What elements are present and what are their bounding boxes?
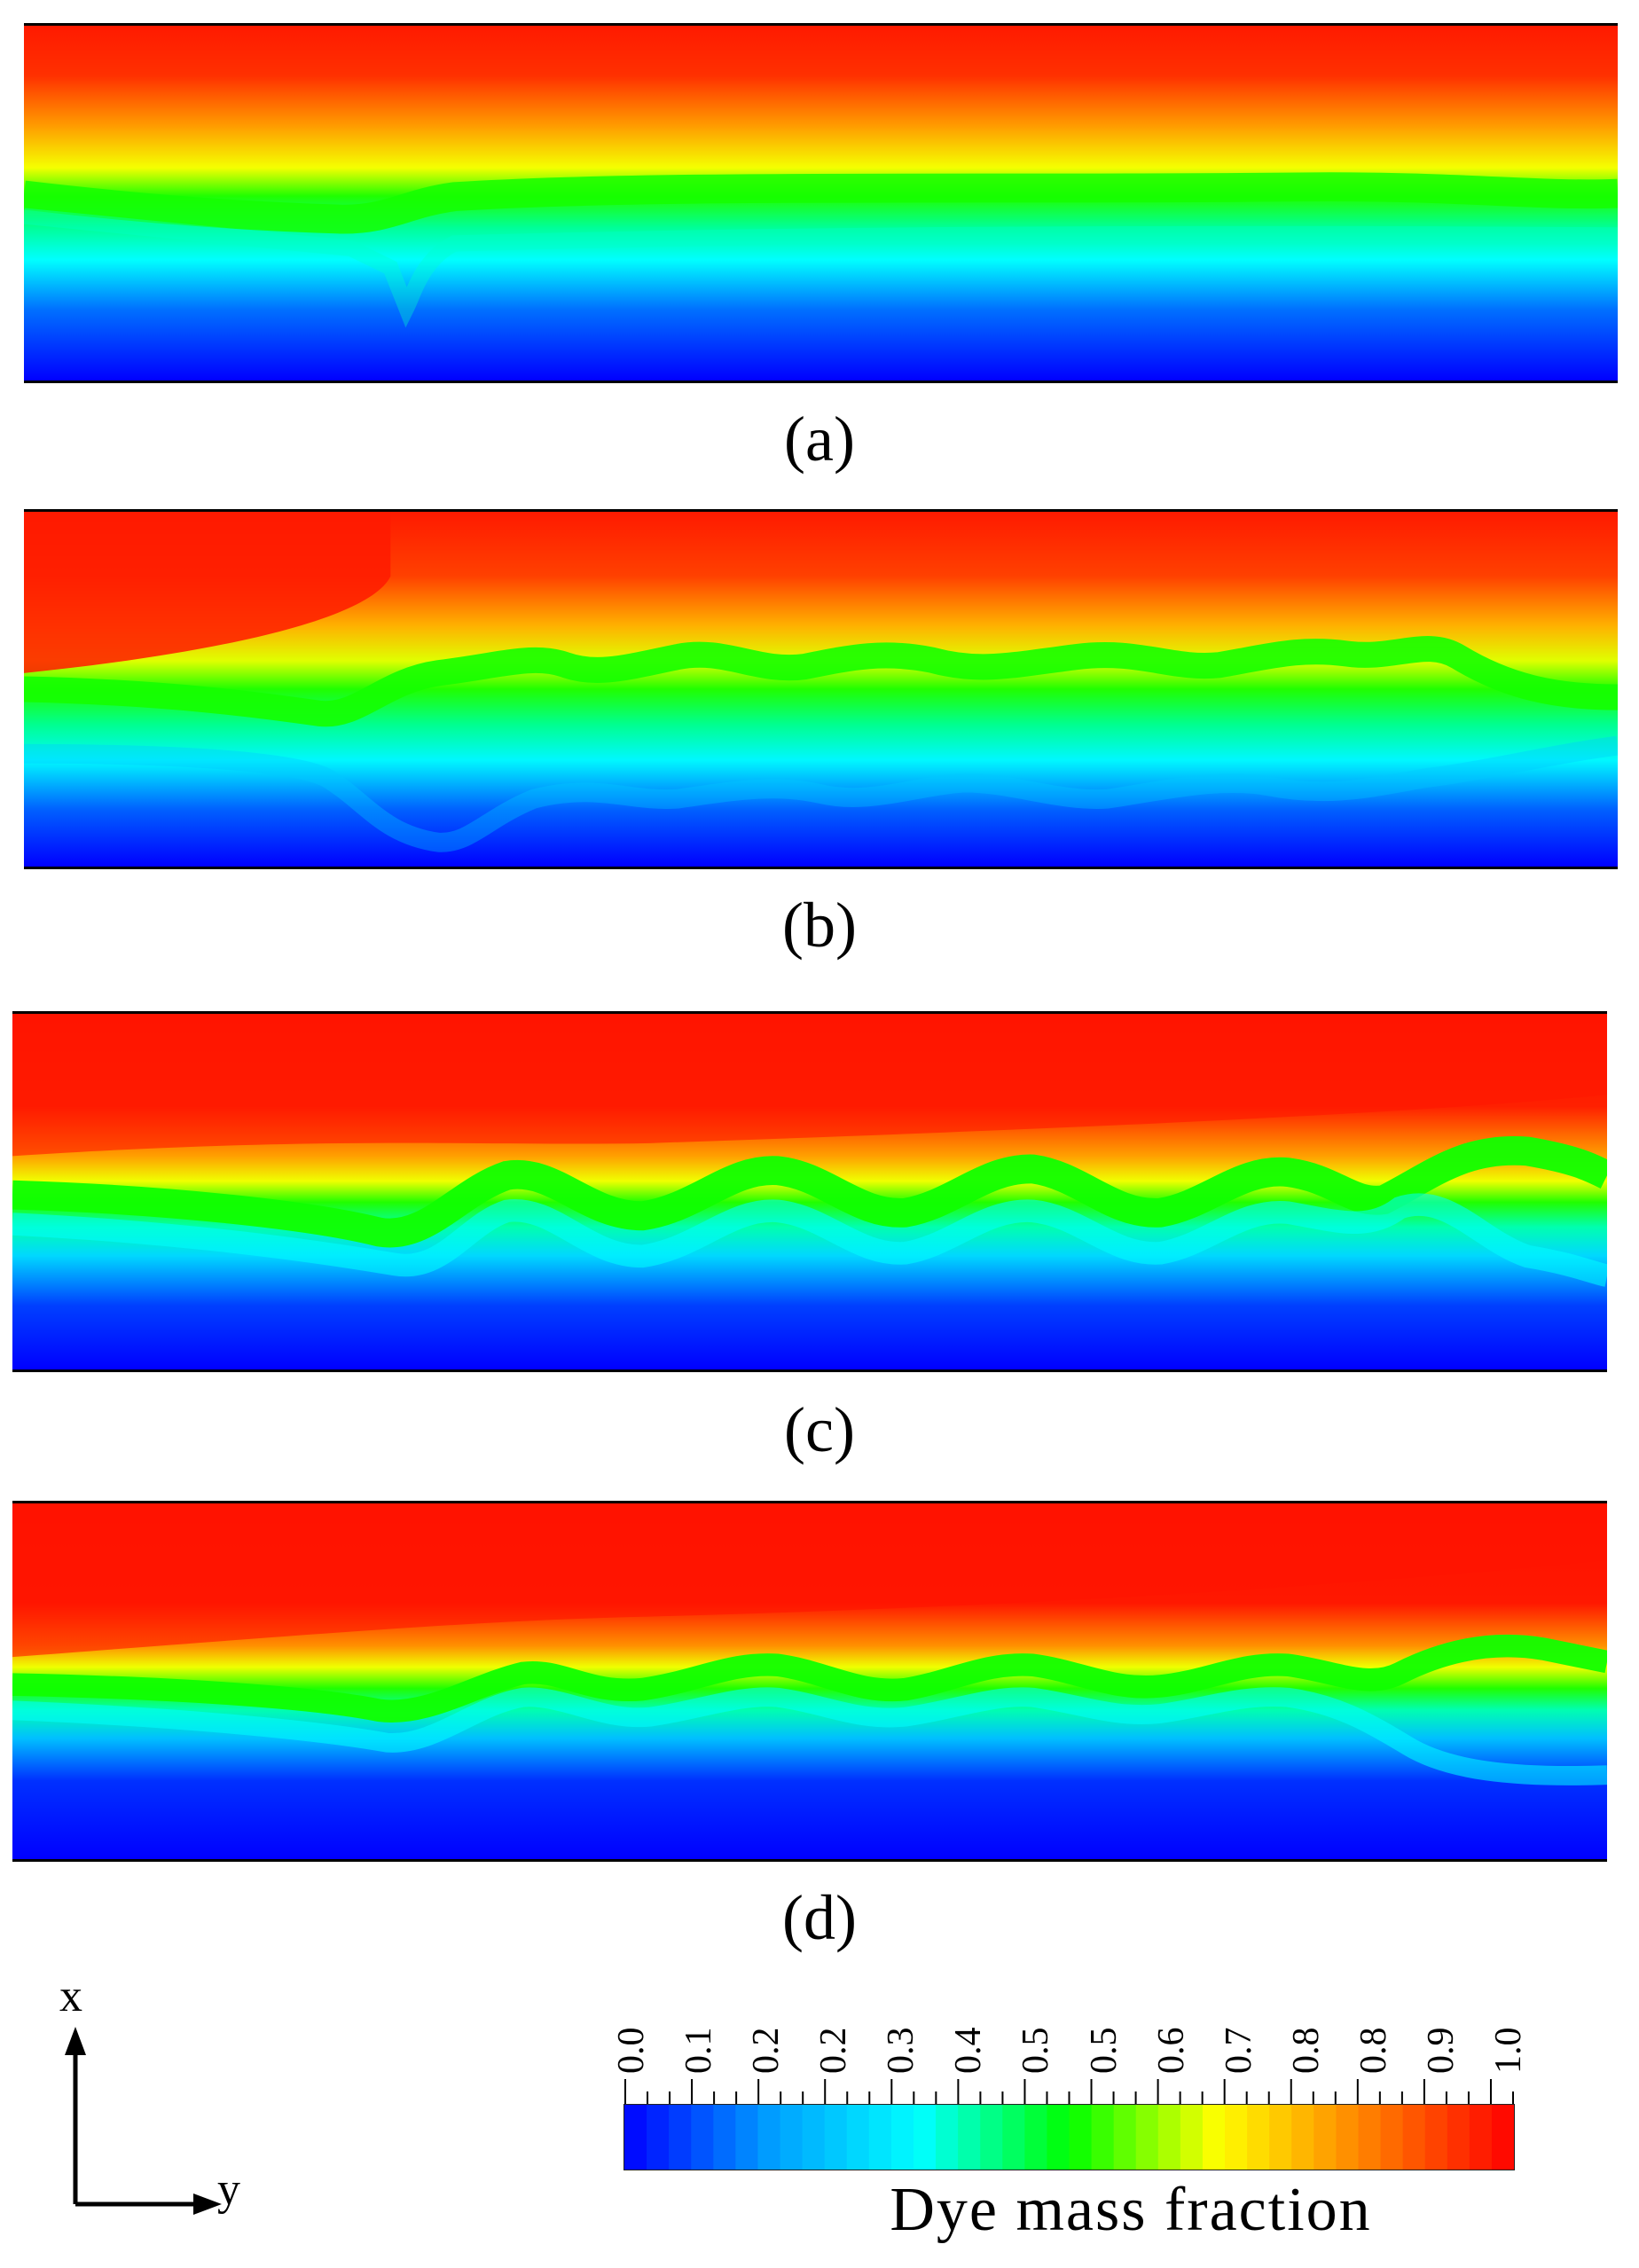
colorbar-band bbox=[713, 2105, 736, 2170]
colorbar-tick-label: 0.5 bbox=[1083, 2027, 1125, 2075]
colorbar-band bbox=[890, 2105, 914, 2170]
contour-panel-d bbox=[12, 1501, 1607, 1862]
colorbar-band bbox=[958, 2105, 981, 2170]
contour-plot-a bbox=[24, 26, 1618, 381]
colorbar-tick-label: 0.7 bbox=[1218, 2027, 1259, 2075]
colorbar-band bbox=[936, 2105, 959, 2170]
colorbar-band bbox=[1024, 2105, 1047, 2170]
colorbar-band bbox=[1469, 2105, 1493, 2170]
colorbar-tick-label: 0.2 bbox=[746, 2027, 788, 2075]
colorbar-band bbox=[1424, 2105, 1448, 2170]
contour-plot-c bbox=[12, 1014, 1607, 1369]
colorbar-band bbox=[846, 2105, 870, 2170]
colorbar-band bbox=[868, 2105, 892, 2170]
colorbar-tick-label: 0.8 bbox=[1285, 2027, 1327, 2075]
colorbar-band bbox=[1091, 2105, 1115, 2170]
axis-label-x: x bbox=[59, 1971, 82, 2021]
contour-plot-d bbox=[12, 1503, 1607, 1859]
colorbar-band bbox=[802, 2105, 826, 2170]
colorbar-band bbox=[1402, 2105, 1426, 2170]
colorbar bbox=[623, 2104, 1515, 2170]
colorbar-band bbox=[913, 2105, 937, 2170]
colorbar-band bbox=[757, 2105, 781, 2170]
colorbar-band bbox=[1491, 2105, 1514, 2170]
caption-d: (d) bbox=[782, 1882, 857, 1953]
colorbar-band bbox=[1113, 2105, 1137, 2170]
colorbar-band bbox=[647, 2105, 670, 2170]
colorbar-band bbox=[1157, 2105, 1181, 2170]
colorbar-band bbox=[1069, 2105, 1093, 2170]
colorbar-band bbox=[1002, 2105, 1025, 2170]
colorbar-tick-label: 0.0 bbox=[611, 2027, 652, 2075]
colorbar-band bbox=[1247, 2105, 1270, 2170]
caption-c: (c) bbox=[784, 1394, 855, 1465]
colorbar-tick-label: 0.2 bbox=[813, 2027, 855, 2075]
caption-b: (b) bbox=[782, 890, 857, 961]
colorbar-band bbox=[824, 2105, 848, 2170]
colorbar-band bbox=[691, 2105, 714, 2170]
axis-label-y: y bbox=[217, 2164, 240, 2215]
colorbar-band bbox=[1447, 2105, 1470, 2170]
colorbar-band bbox=[1225, 2105, 1248, 2170]
contour-panel-b bbox=[24, 509, 1618, 869]
colorbar-band bbox=[1336, 2105, 1359, 2170]
colorbar-tick-label: 0.4 bbox=[948, 2027, 990, 2075]
axes-indicator: x y bbox=[49, 1974, 271, 2231]
contour-panel-c bbox=[12, 1011, 1607, 1372]
axes-arrows bbox=[65, 2027, 222, 2215]
colorbar-tick-label: 0.3 bbox=[881, 2027, 922, 2075]
colorbar-band bbox=[1135, 2105, 1159, 2170]
contour-plot-b bbox=[24, 512, 1618, 867]
colorbar-band bbox=[1380, 2105, 1404, 2170]
colorbar-band bbox=[624, 2105, 647, 2170]
colorbar-band bbox=[1269, 2105, 1292, 2170]
colorbar-band bbox=[735, 2105, 758, 2170]
caption-a: (a) bbox=[784, 404, 855, 475]
colorbar-tick-label: 0.6 bbox=[1150, 2027, 1192, 2075]
colorbar-band bbox=[1047, 2105, 1070, 2170]
colorbar-gradient bbox=[624, 2105, 1514, 2170]
colorbar-band bbox=[980, 2105, 1003, 2170]
colorbar-band bbox=[1291, 2105, 1314, 2170]
colorbar-band bbox=[669, 2105, 692, 2170]
colorbar-band bbox=[1202, 2105, 1226, 2170]
colorbar-tick-label: 0.9 bbox=[1420, 2027, 1462, 2075]
contour-panel-a bbox=[24, 23, 1618, 383]
colorbar-tick-label: 1.0 bbox=[1488, 2027, 1529, 2075]
colorbar-title: Dye mass fraction bbox=[890, 2176, 1372, 2244]
colorbar-band bbox=[1358, 2105, 1382, 2170]
colorbar-ticks bbox=[624, 2079, 1514, 2104]
colorbar-band bbox=[780, 2105, 804, 2170]
colorbar-tick-label: 0.8 bbox=[1353, 2027, 1394, 2075]
colorbar-band bbox=[1180, 2105, 1204, 2170]
colorbar-tick-label: 0.1 bbox=[678, 2027, 720, 2075]
colorbar-tick-label: 0.5 bbox=[1016, 2027, 1057, 2075]
colorbar-band bbox=[1314, 2105, 1337, 2170]
